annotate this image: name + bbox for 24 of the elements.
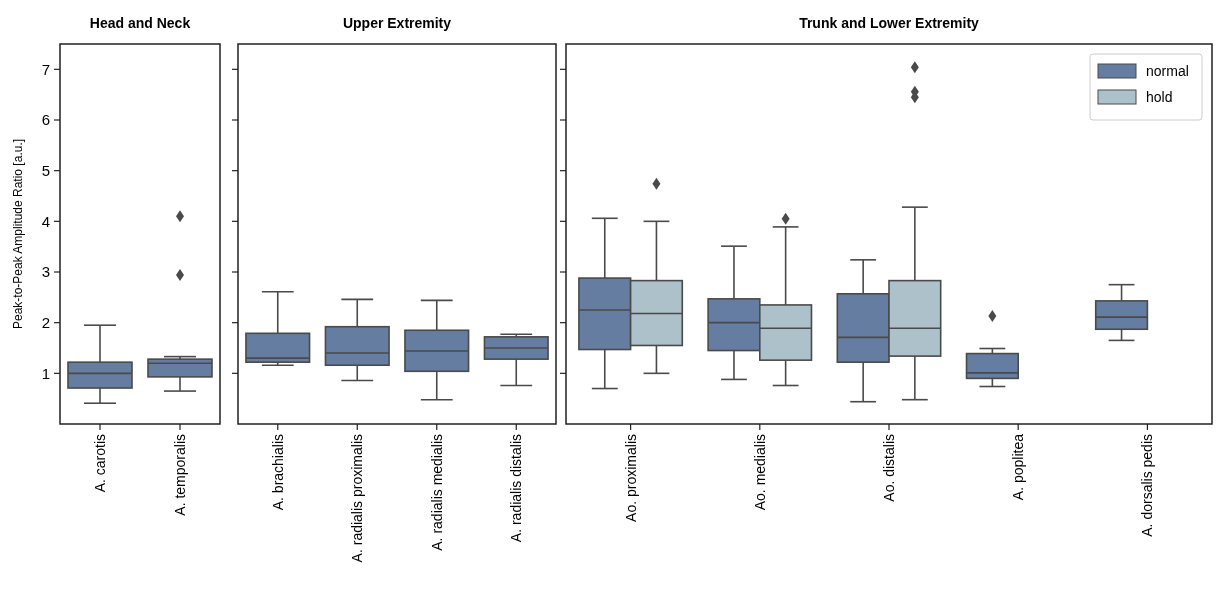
x-tick-label: A. dorsalis pedis <box>1139 434 1156 537</box>
x-tick-label: A. brachialis <box>269 434 286 511</box>
x-tick-label: A. temporalis <box>171 434 188 516</box>
chart-title: Head and Neck <box>89 15 191 31</box>
x-tick-label: A. carotis <box>91 434 108 493</box>
x-tick-label: A. radialis medialis <box>428 434 445 551</box>
x-tick-label: Ao. distalis <box>880 434 897 502</box>
y-tick-label: 5 <box>41 161 50 179</box>
y-tick-label: 6 <box>41 111 50 129</box>
legend-label: hold <box>1146 88 1173 105</box>
legend-label: normal <box>1146 62 1189 79</box>
y-tick-label: 2 <box>41 313 50 331</box>
x-tick-label: A. radialis proximalis <box>349 434 366 563</box>
x-tick-label: Ao. proximalis <box>622 434 639 522</box>
x-tick-label: A. radialis distalis <box>508 434 525 543</box>
chart-title: Upper Extremity <box>342 15 452 31</box>
y-tick-label: 7 <box>41 60 50 78</box>
y-tick-label: 4 <box>41 212 50 230</box>
x-tick-label: Ao. medialis <box>751 434 768 511</box>
x-tick-label: A. poplitea <box>1010 433 1027 501</box>
chart-title: Trunk and Lower Extremity <box>799 15 980 31</box>
y-tick-label: 1 <box>41 364 50 382</box>
y-axis-title: Peak-to-Peak Amplitude Ratio [a.u.] <box>11 138 25 330</box>
y-tick-label: 3 <box>41 263 50 281</box>
